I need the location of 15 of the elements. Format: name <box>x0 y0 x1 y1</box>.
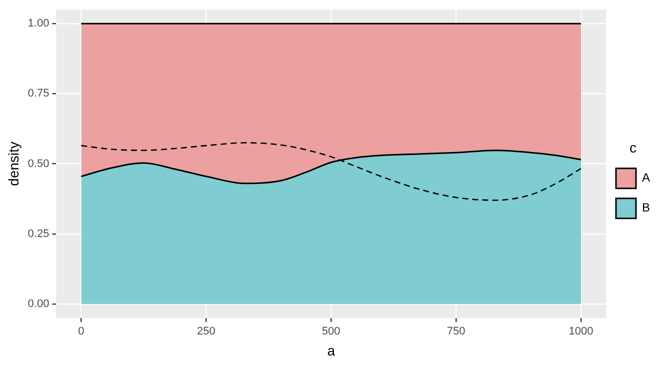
legend-label: A <box>642 170 650 185</box>
legend-title: c <box>630 139 636 156</box>
x-tick-label: 250 <box>196 326 216 338</box>
y-tick-label: 0.75 <box>28 88 50 100</box>
x-tick-label: 1000 <box>568 326 594 338</box>
legend-label: B <box>642 200 650 215</box>
x-axis-title: a <box>327 342 336 358</box>
y-tick-label: 0.50 <box>28 158 50 170</box>
y-tick-label: 0.00 <box>28 298 50 310</box>
x-tick-label: 0 <box>78 326 84 338</box>
y-axis-title: density <box>5 142 22 186</box>
x-tick-label: 500 <box>322 326 340 338</box>
y-tick-label: 0.25 <box>28 228 50 240</box>
y-tick-label: 1.00 <box>28 18 50 30</box>
x-tick-label: 750 <box>446 326 466 338</box>
